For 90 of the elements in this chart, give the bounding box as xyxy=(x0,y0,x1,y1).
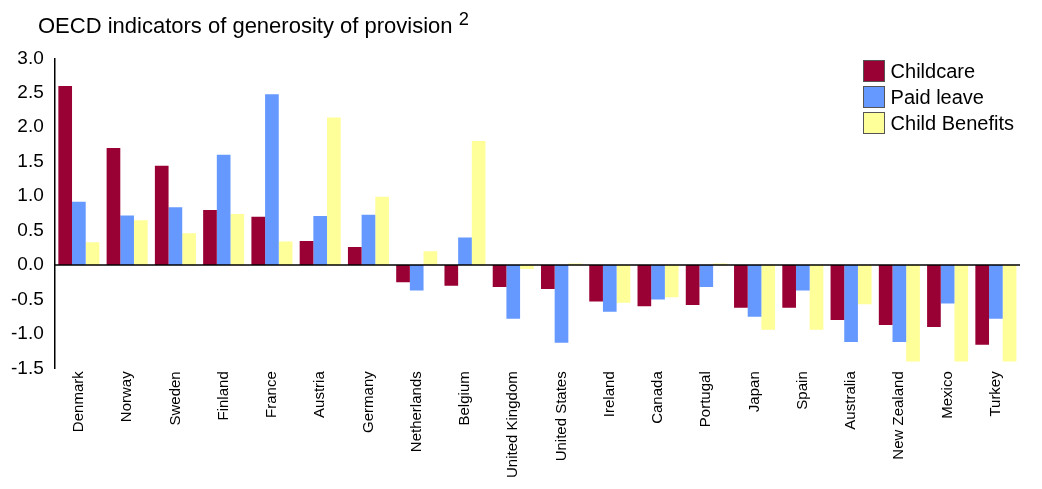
bar xyxy=(72,201,86,265)
y-tick-label: -0.5 xyxy=(10,287,44,309)
x-tick-label: Austria xyxy=(310,370,328,418)
bar xyxy=(327,117,341,265)
bar xyxy=(375,196,389,265)
bar xyxy=(830,264,845,321)
x-tick-label: Ireland xyxy=(599,371,617,418)
legend-label: Child Benefits xyxy=(890,111,1014,135)
bar xyxy=(637,264,652,307)
y-tick-label: 0.5 xyxy=(17,218,44,240)
y-tick-label: 1.5 xyxy=(17,149,44,171)
x-tick-label: Portugal xyxy=(696,371,714,428)
y-tick-label: 2.0 xyxy=(17,115,44,137)
y-tick-label: 1.0 xyxy=(17,184,44,206)
bar xyxy=(313,216,328,265)
x-tick-label: Germany xyxy=(358,370,376,433)
x-tick-label: New Zealand xyxy=(889,371,907,460)
bar xyxy=(699,264,714,288)
bar xyxy=(396,264,410,283)
y-tick-label: 3.0 xyxy=(17,46,44,68)
bar xyxy=(168,207,183,265)
bar xyxy=(85,242,100,265)
bar xyxy=(664,264,679,298)
bar xyxy=(906,264,920,362)
bar xyxy=(761,264,776,330)
x-tick-label: United Kingdom xyxy=(503,371,521,479)
bar xyxy=(120,215,134,265)
x-tick-label: Sweden xyxy=(165,371,183,426)
bar xyxy=(133,220,148,265)
bar xyxy=(878,264,893,325)
x-tick-label: Japan xyxy=(744,371,762,413)
bar xyxy=(927,264,941,327)
bar xyxy=(589,264,603,302)
legend-label: Childcare xyxy=(890,59,976,83)
bar xyxy=(203,209,217,265)
x-tick-label: Denmark xyxy=(69,370,87,433)
bar xyxy=(795,264,810,291)
bar xyxy=(265,94,279,265)
x-tick-label: Canada xyxy=(648,370,666,424)
bar xyxy=(857,264,872,305)
bar xyxy=(444,264,459,286)
bar xyxy=(409,264,424,291)
bar xyxy=(554,264,569,343)
bar xyxy=(616,264,631,303)
x-tick-label: Mexico xyxy=(937,371,955,419)
bar xyxy=(458,237,472,265)
bar xyxy=(216,154,231,265)
bar xyxy=(347,247,362,265)
bar xyxy=(182,233,196,265)
y-tick-label: 0.0 xyxy=(17,253,44,275)
chart-title: OECD indicators of generosity of provision $^{2}$ xyxy=(38,8,470,41)
x-tick-label: Spain xyxy=(792,371,810,410)
bar xyxy=(651,264,665,300)
bar xyxy=(685,264,700,305)
bar xyxy=(423,251,438,265)
bar xyxy=(782,264,796,308)
y-tick-label: -1.0 xyxy=(10,322,44,344)
bar xyxy=(809,264,824,330)
y-tick-label: -1.5 xyxy=(10,356,44,378)
bar xyxy=(540,264,555,290)
bar xyxy=(892,264,907,343)
x-tick-label: Norway xyxy=(117,370,135,423)
bar xyxy=(989,264,1003,319)
bar xyxy=(975,264,990,345)
bar xyxy=(954,264,969,362)
bar xyxy=(492,264,507,288)
bar xyxy=(602,264,617,312)
bar xyxy=(471,141,486,265)
x-tick-label: Australia xyxy=(841,370,859,430)
legend-label: Paid leave xyxy=(890,85,984,109)
bar xyxy=(1002,264,1017,362)
x-tick-label: Belgium xyxy=(455,371,473,426)
x-tick-label: United States xyxy=(551,371,569,462)
bar xyxy=(106,147,121,265)
bar xyxy=(747,264,762,317)
bar xyxy=(299,240,314,265)
bar xyxy=(844,264,858,343)
x-tick-label: Finland xyxy=(213,371,231,421)
bar xyxy=(361,214,376,265)
x-tick-label: Netherlands xyxy=(406,371,424,453)
bar xyxy=(154,165,169,265)
bar xyxy=(734,264,748,308)
bar xyxy=(940,264,955,304)
bar xyxy=(230,214,245,265)
bar xyxy=(58,85,73,265)
x-tick-label: Turkey xyxy=(986,370,1004,417)
bar xyxy=(251,216,266,265)
y-tick-label: 2.5 xyxy=(17,81,44,103)
x-tick-label: France xyxy=(262,371,280,418)
bar xyxy=(506,264,521,319)
